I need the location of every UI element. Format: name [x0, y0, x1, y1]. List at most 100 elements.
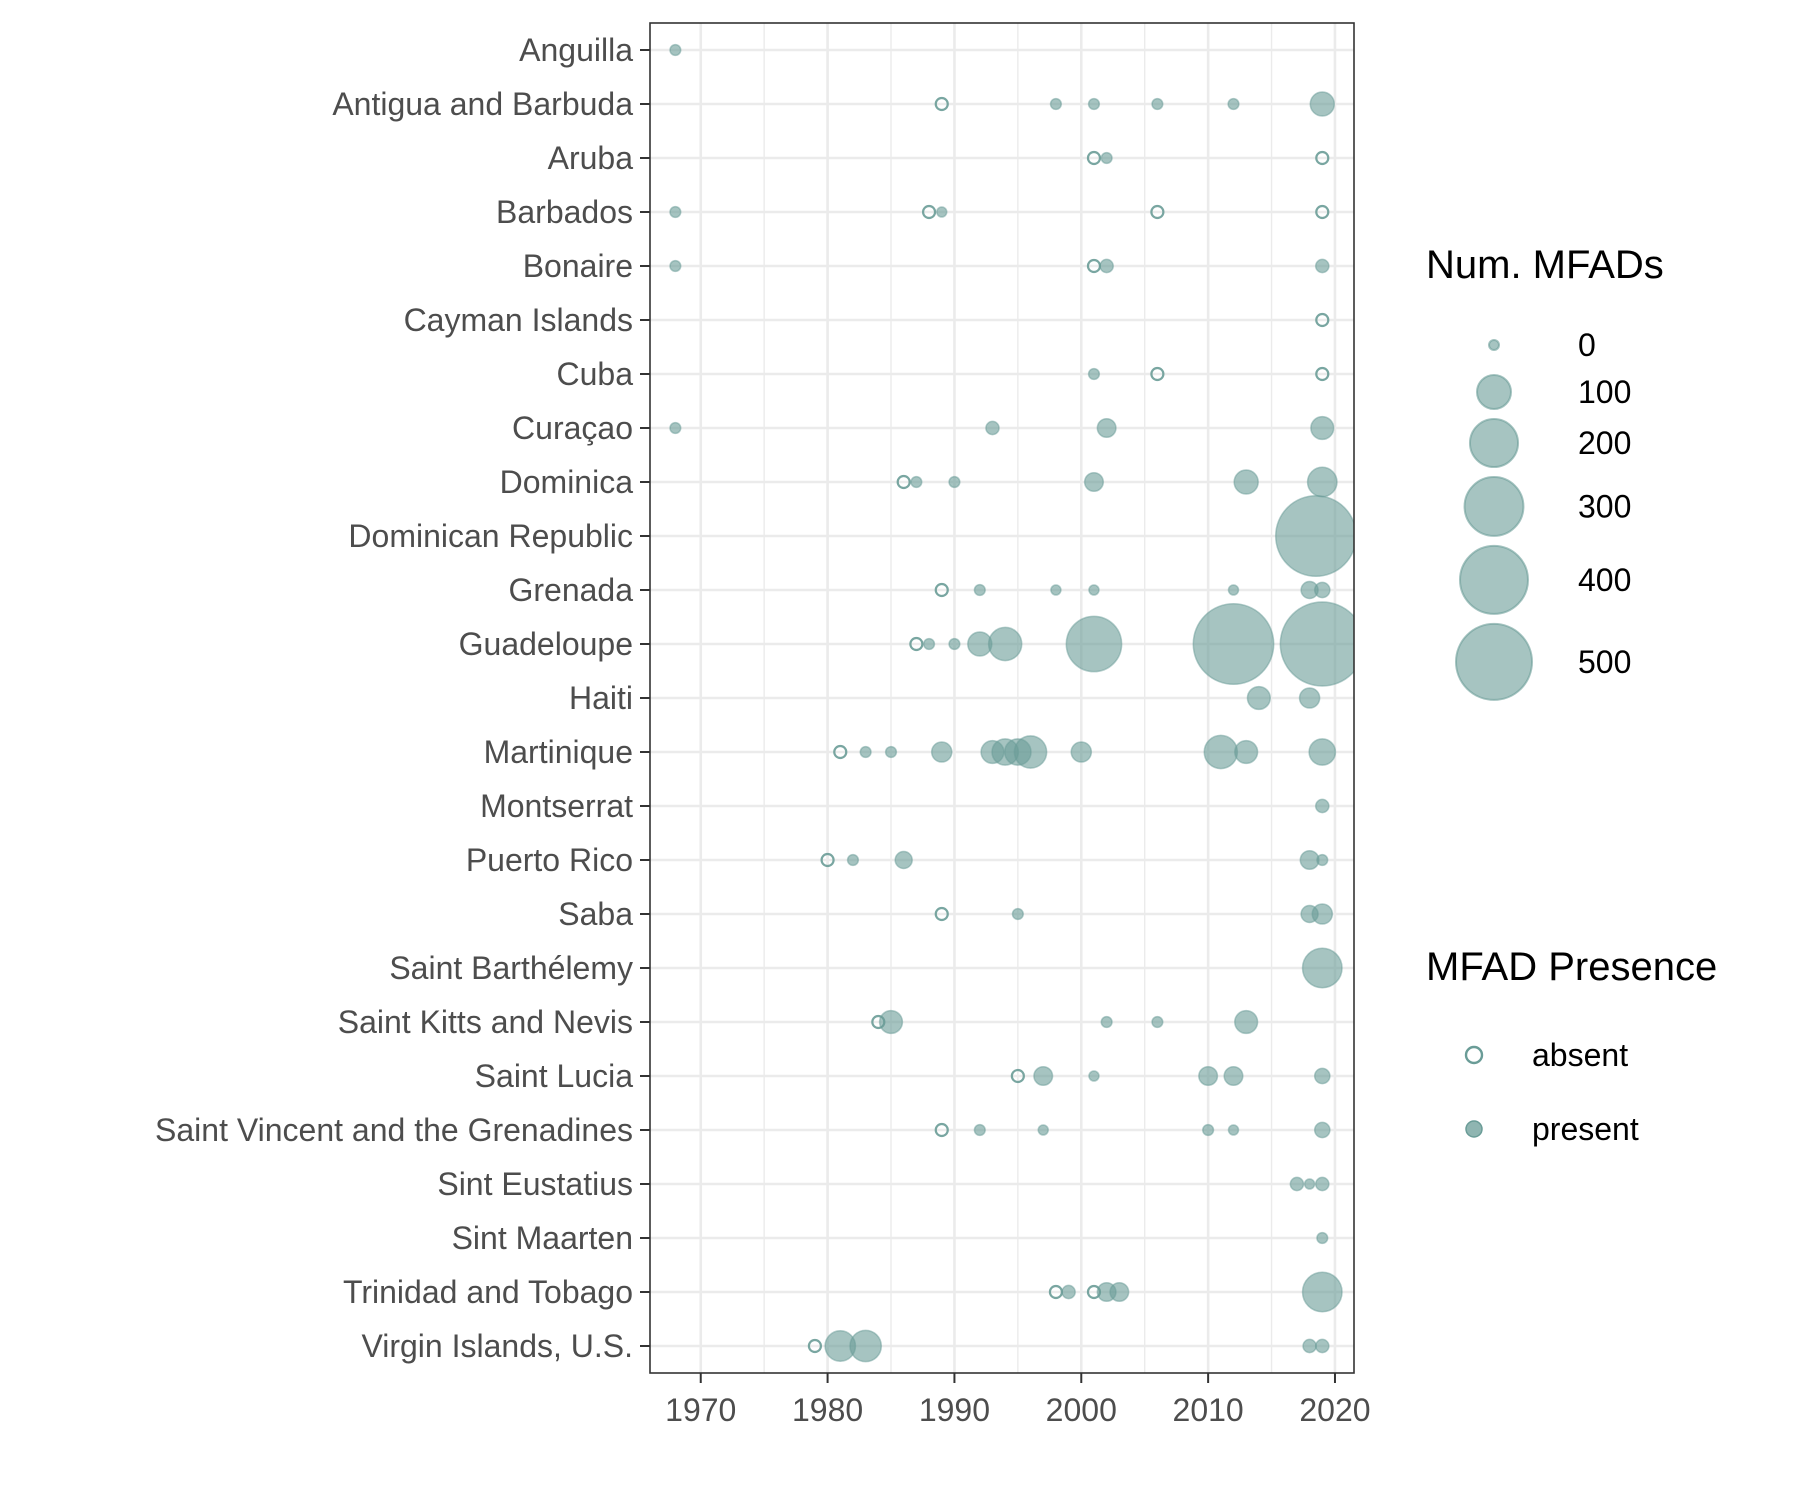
- data-point-absent: [934, 1122, 949, 1138]
- data-point-present: [1223, 1065, 1244, 1087]
- data-point-present: [1308, 738, 1337, 766]
- y-tick-label: Saint Kitts and Nevis: [338, 1004, 633, 1040]
- data-point-present: [1316, 1231, 1329, 1245]
- y-tick-label: Montserrat: [480, 788, 633, 824]
- data-point-present: [1314, 258, 1330, 274]
- data-point-present: [1203, 734, 1239, 770]
- data-point-present: [1310, 415, 1335, 441]
- y-tick-label: Cuba: [557, 356, 634, 392]
- data-point-absent: [1048, 1284, 1064, 1300]
- size-legend-key: [1476, 374, 1512, 410]
- data-point-absent: [934, 906, 949, 922]
- data-point-present: [1033, 1065, 1054, 1087]
- size-legend-key: [1459, 544, 1529, 615]
- data-point-present: [1313, 581, 1331, 599]
- data-point-present: [849, 1329, 883, 1363]
- data-point-present: [922, 637, 936, 651]
- data-point-absent: [1150, 204, 1165, 220]
- data-point-present: [846, 853, 860, 867]
- data-point-present: [1037, 1124, 1049, 1136]
- size-legend-key: [1463, 476, 1525, 537]
- data-point-present: [1314, 1338, 1330, 1354]
- data-point-present: [1099, 258, 1114, 274]
- data-point-present: [669, 205, 682, 219]
- data-point-absent: [1150, 366, 1165, 382]
- size-legend-label: 0: [1578, 327, 1596, 363]
- data-point-absent: [1315, 150, 1330, 166]
- y-tick-label: Sint Maarten: [452, 1220, 633, 1256]
- y-tick-label: Saba: [558, 896, 633, 932]
- data-point-present: [1306, 466, 1338, 498]
- x-tick-label: 2000: [1046, 1392, 1117, 1428]
- data-point-present: [1298, 687, 1321, 709]
- data-point-present: [1227, 1124, 1240, 1136]
- data-point-present: [1088, 1070, 1100, 1082]
- presence-legend-label: present: [1532, 1111, 1639, 1147]
- data-point-present: [1198, 1065, 1219, 1087]
- data-point-present: [669, 43, 682, 57]
- y-tick-label: Aruba: [548, 140, 634, 176]
- data-point-absent: [934, 96, 949, 112]
- y-tick-label: Curaçao: [512, 410, 633, 446]
- data-point-present: [987, 626, 1023, 662]
- data-point-present: [1100, 1015, 1113, 1029]
- data-point-absent: [1086, 150, 1102, 166]
- data-point-present: [1314, 798, 1330, 814]
- data-point-present: [930, 741, 953, 763]
- presence-legend-title: MFAD Presence: [1426, 945, 1717, 989]
- data-point-present: [1289, 1176, 1305, 1192]
- data-point-present: [1303, 1178, 1316, 1190]
- data-point-present: [1100, 151, 1113, 165]
- y-tick-label: Saint Vincent and the Grenadines: [155, 1112, 633, 1148]
- data-point-present: [935, 206, 948, 218]
- data-point-present: [973, 1123, 986, 1137]
- data-point-present: [894, 850, 913, 870]
- data-point-absent: [921, 204, 937, 220]
- data-point-present: [1234, 739, 1259, 765]
- data-point-present: [1227, 584, 1240, 596]
- y-tick-label: Saint Barthélemy: [389, 950, 633, 986]
- x-tick-label: 2010: [1173, 1392, 1244, 1428]
- size-legend: Num. MFADs 0 100 200 300 400 500: [1426, 243, 1664, 701]
- data-point-present: [910, 475, 923, 489]
- data-point-absent: [934, 582, 949, 598]
- data-point-present: [1151, 97, 1164, 111]
- data-point-present: [1316, 853, 1329, 867]
- y-tick-label: Cayman Islands: [404, 302, 633, 338]
- x-tick-label: 1980: [792, 1392, 863, 1428]
- data-point-absent: [1315, 312, 1330, 328]
- data-point-absent: [807, 1338, 823, 1354]
- data-point-present: [1087, 367, 1101, 381]
- size-legend-key: [1488, 339, 1500, 351]
- data-point-present: [1279, 601, 1354, 687]
- data-point-present: [948, 475, 961, 489]
- y-tick-label: Barbados: [496, 194, 633, 230]
- data-point-present: [1299, 849, 1320, 871]
- data-point-present: [948, 637, 961, 651]
- data-point-present: [1049, 97, 1063, 111]
- y-tick-label: Virgin Islands, U.S.: [361, 1328, 633, 1364]
- data-point-present: [1233, 469, 1259, 495]
- data-point-present: [1070, 741, 1093, 763]
- data-point-present: [1013, 735, 1048, 769]
- presence-legend-key-absent: [1464, 1045, 1484, 1065]
- data-point-present: [1061, 1284, 1076, 1300]
- data-point-present: [859, 745, 872, 759]
- size-legend-label: 200: [1578, 425, 1631, 461]
- data-point-present: [1313, 1067, 1331, 1085]
- y-tick-label: Saint Lucia: [475, 1058, 634, 1094]
- data-point-present: [1227, 97, 1240, 111]
- y-tick-label: Guadeloupe: [459, 626, 633, 662]
- data-point-present: [1065, 615, 1123, 673]
- size-legend-key: [1468, 417, 1520, 469]
- data-point-present: [973, 583, 986, 597]
- x-axis: 1970 1980 1990 2000 2010 2020: [665, 1373, 1371, 1428]
- y-tick-label: Grenada: [508, 572, 633, 608]
- y-tick-label: Martinique: [484, 734, 633, 770]
- data-point-present: [1087, 97, 1101, 111]
- data-point-present: [1302, 1338, 1317, 1354]
- size-legend-label: 400: [1578, 562, 1631, 598]
- data-point-absent: [896, 474, 911, 490]
- data-point-present: [1309, 91, 1336, 117]
